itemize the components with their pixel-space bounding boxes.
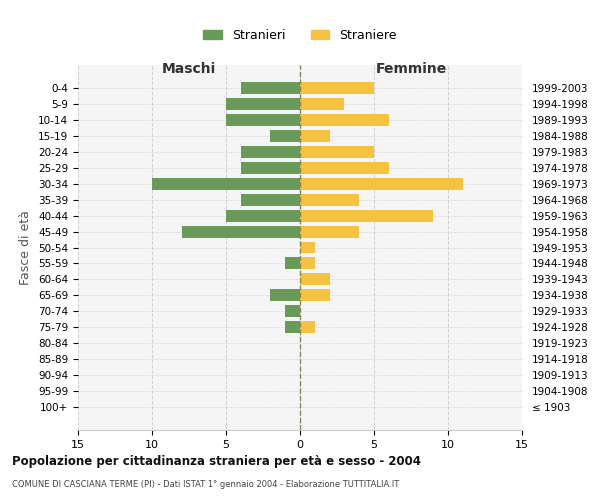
Bar [241, 146, 300, 158]
Bar [241, 82, 300, 94]
Bar [285, 306, 300, 318]
Bar [300, 162, 389, 173]
Bar [226, 98, 300, 110]
Text: COMUNE DI CASCIANA TERME (PI) - Dati ISTAT 1° gennaio 2004 - Elaborazione TUTTIT: COMUNE DI CASCIANA TERME (PI) - Dati IST… [12, 480, 399, 489]
Bar [300, 98, 344, 110]
Text: Maschi: Maschi [162, 62, 216, 76]
Y-axis label: Anni di nascita: Anni di nascita [596, 201, 600, 294]
Bar [152, 178, 300, 190]
Bar [300, 274, 329, 285]
Bar [285, 322, 300, 334]
Legend: Stranieri, Straniere: Stranieri, Straniere [198, 24, 402, 47]
Bar [300, 258, 315, 270]
Bar [300, 146, 374, 158]
Y-axis label: Fasce di età: Fasce di età [19, 210, 32, 285]
Bar [300, 322, 315, 334]
Bar [285, 258, 300, 270]
Bar [271, 130, 300, 141]
Bar [300, 82, 374, 94]
Text: Femmine: Femmine [376, 62, 446, 76]
Bar [300, 226, 359, 237]
Bar [271, 290, 300, 302]
Text: Popolazione per cittadinanza straniera per età e sesso - 2004: Popolazione per cittadinanza straniera p… [12, 455, 421, 468]
Bar [300, 242, 315, 254]
Bar [300, 178, 463, 190]
Bar [182, 226, 300, 237]
Bar [226, 114, 300, 126]
Bar [300, 194, 359, 205]
Bar [300, 210, 433, 222]
Bar [241, 194, 300, 205]
Bar [300, 130, 329, 141]
Bar [241, 162, 300, 173]
Bar [300, 290, 329, 302]
Bar [300, 114, 389, 126]
Bar [226, 210, 300, 222]
